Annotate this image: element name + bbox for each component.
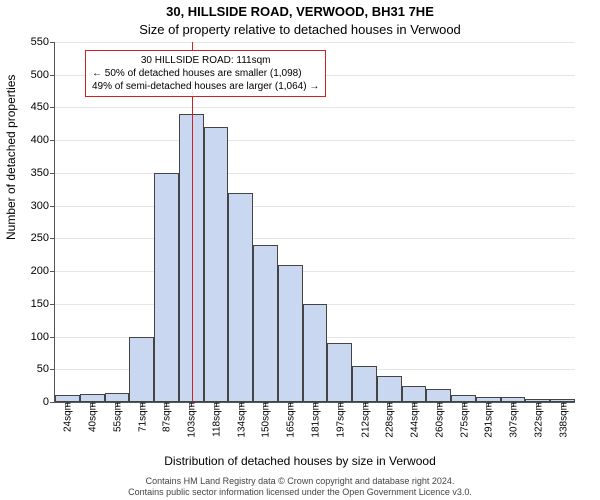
x-tick-label: 212sqm [358,402,371,438]
x-tick-label: 103sqm [185,402,198,438]
histogram-bar [352,366,377,402]
histogram-bar [228,193,253,402]
x-tick-label: 338sqm [556,402,569,438]
y-tick-label: 200 [31,265,55,277]
gridline [55,107,575,108]
gridline [55,206,575,207]
y-axis-label: Number of detached properties [4,75,18,240]
y-tick-label: 150 [31,298,55,310]
y-tick-label: 350 [31,167,55,179]
histogram-bar [105,393,130,402]
gridline [55,173,575,174]
x-tick-label: 55sqm [110,402,123,432]
x-axis-label: Distribution of detached houses by size … [0,454,600,468]
footer-line2: Contains public sector information licen… [0,487,600,498]
y-tick-label: 0 [43,396,55,408]
chart-title-address: 30, HILLSIDE ROAD, VERWOOD, BH31 7HE [0,4,600,19]
x-tick-label: 291sqm [482,402,495,438]
gridline [55,42,575,43]
attribution-footer: Contains HM Land Registry data © Crown c… [0,476,600,498]
x-tick-label: 71sqm [135,402,148,432]
histogram-bar [129,337,154,402]
histogram-bar [327,343,352,402]
x-tick-label: 275sqm [457,402,470,438]
x-tick-label: 150sqm [259,402,272,438]
x-tick-label: 244sqm [408,402,421,438]
histogram-bar [278,265,303,402]
histogram-bar [377,376,402,402]
histogram-bar [303,304,328,402]
y-tick-label: 450 [31,101,55,113]
y-tick-label: 100 [31,331,55,343]
y-tick-label: 400 [31,134,55,146]
y-tick-label: 250 [31,232,55,244]
x-tick-label: 40sqm [86,402,99,432]
x-tick-label: 87sqm [160,402,173,432]
y-tick-label: 550 [31,36,55,48]
histogram-bar [154,173,179,402]
x-tick-label: 24sqm [61,402,74,432]
x-tick-label: 197sqm [333,402,346,438]
annotation-line: ← 50% of detached houses are smaller (1,… [92,67,319,80]
annotation-box: 30 HILLSIDE ROAD: 111sqm← 50% of detache… [85,50,326,97]
x-tick-label: 118sqm [209,402,222,437]
histogram-bar [402,386,427,402]
annotation-line: 49% of semi-detached houses are larger (… [92,80,319,93]
gridline [55,271,575,272]
y-tick-label: 50 [37,363,55,375]
histogram-plot: 05010015020025030035040045050055024sqm40… [54,42,575,403]
histogram-bar [426,389,451,402]
x-tick-label: 134sqm [234,402,247,438]
x-tick-label: 260sqm [432,402,445,438]
footer-line1: Contains HM Land Registry data © Crown c… [0,476,600,487]
gridline [55,238,575,239]
x-tick-label: 228sqm [383,402,396,438]
histogram-bar [204,127,229,402]
x-tick-label: 322sqm [531,402,544,438]
y-tick-label: 500 [31,69,55,81]
gridline [55,140,575,141]
annotation-line: 30 HILLSIDE ROAD: 111sqm [92,54,319,67]
x-tick-label: 181sqm [309,402,322,438]
x-tick-label: 165sqm [284,402,297,438]
y-tick-label: 300 [31,200,55,212]
chart-title-desc: Size of property relative to detached ho… [0,22,600,37]
histogram-bar [80,394,105,402]
histogram-bar [253,245,278,402]
x-tick-label: 307sqm [507,402,520,438]
